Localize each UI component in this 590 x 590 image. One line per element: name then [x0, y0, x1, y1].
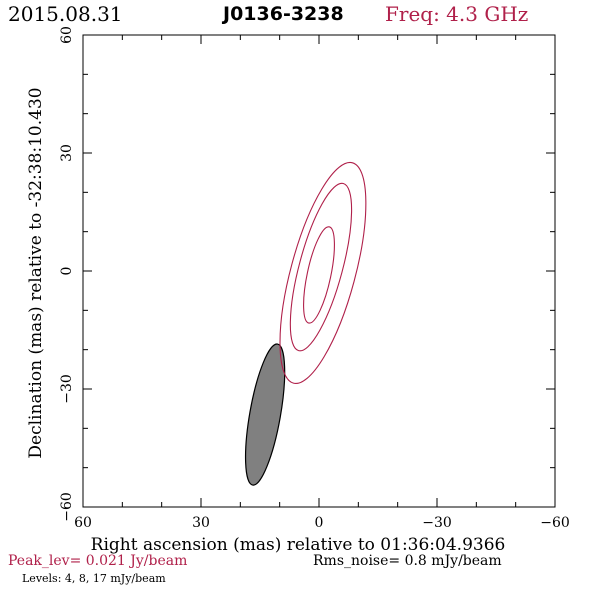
beam-ellipse [244, 343, 286, 486]
observation-date: 2015.08.31 [8, 2, 123, 26]
frequency-label: Freq: 4.3 GHz [385, 2, 529, 26]
y-axis-label: Declination (mas) relative to -32:38:10.… [26, 87, 46, 458]
contour-4-mjy [279, 161, 367, 385]
x-tick-label: 30 [192, 515, 210, 531]
y-tick-label: 60 [59, 26, 75, 44]
contour-levels: Levels: 4, 8, 17 mJy/beam [22, 572, 166, 585]
y-tick-label: 0 [59, 267, 75, 276]
plot-frame [82, 34, 556, 508]
rms-noise: Rms_noise= 0.8 mJy/beam [313, 553, 502, 569]
peak-level: Peak_lev= 0.021 Jy/beam [8, 553, 188, 569]
y-tick-label: 30 [59, 144, 75, 162]
contour-17-mjy [303, 226, 335, 324]
x-tick-label: 0 [315, 515, 324, 531]
x-axis-label: Right ascension (mas) relative to 01:36:… [91, 535, 506, 555]
x-tick-label: −30 [422, 515, 452, 531]
contour-8-mjy [289, 182, 353, 352]
x-tick-label: −60 [540, 515, 570, 531]
y-tick-label: −30 [59, 374, 75, 404]
source-name: J0136-3238 [223, 3, 344, 25]
x-tick-label: 60 [74, 515, 92, 531]
y-tick-label: −60 [59, 492, 75, 522]
